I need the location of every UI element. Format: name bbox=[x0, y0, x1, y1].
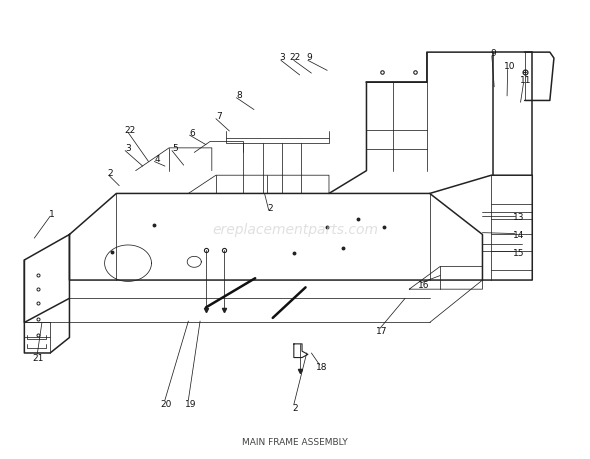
Text: 2: 2 bbox=[292, 403, 298, 412]
Text: 13: 13 bbox=[513, 212, 525, 221]
Text: 7: 7 bbox=[216, 112, 222, 121]
Text: 2: 2 bbox=[268, 203, 273, 212]
Text: ereplacementparts.com: ereplacementparts.com bbox=[212, 223, 378, 236]
Text: 10: 10 bbox=[504, 62, 515, 71]
Text: 5: 5 bbox=[172, 144, 178, 153]
Text: 11: 11 bbox=[519, 76, 531, 85]
Text: 14: 14 bbox=[513, 230, 525, 240]
Text: 22: 22 bbox=[124, 126, 136, 135]
Text: 3: 3 bbox=[125, 144, 131, 153]
Text: 17: 17 bbox=[376, 326, 388, 335]
Text: 4: 4 bbox=[155, 155, 160, 163]
Text: 1: 1 bbox=[49, 209, 55, 218]
Text: 20: 20 bbox=[160, 399, 172, 408]
Text: 21: 21 bbox=[32, 353, 44, 362]
Text: 15: 15 bbox=[513, 249, 525, 257]
Text: 16: 16 bbox=[418, 280, 430, 290]
Text: 9: 9 bbox=[490, 49, 496, 57]
Text: 18: 18 bbox=[316, 362, 327, 371]
Text: 22: 22 bbox=[289, 53, 301, 62]
Text: 19: 19 bbox=[185, 399, 196, 408]
Text: 6: 6 bbox=[189, 129, 195, 138]
Text: 9: 9 bbox=[307, 53, 313, 62]
Text: MAIN FRAME ASSEMBLY: MAIN FRAME ASSEMBLY bbox=[242, 437, 348, 446]
Text: 8: 8 bbox=[237, 91, 242, 100]
Text: 3: 3 bbox=[279, 53, 285, 62]
Text: 2: 2 bbox=[107, 168, 113, 177]
